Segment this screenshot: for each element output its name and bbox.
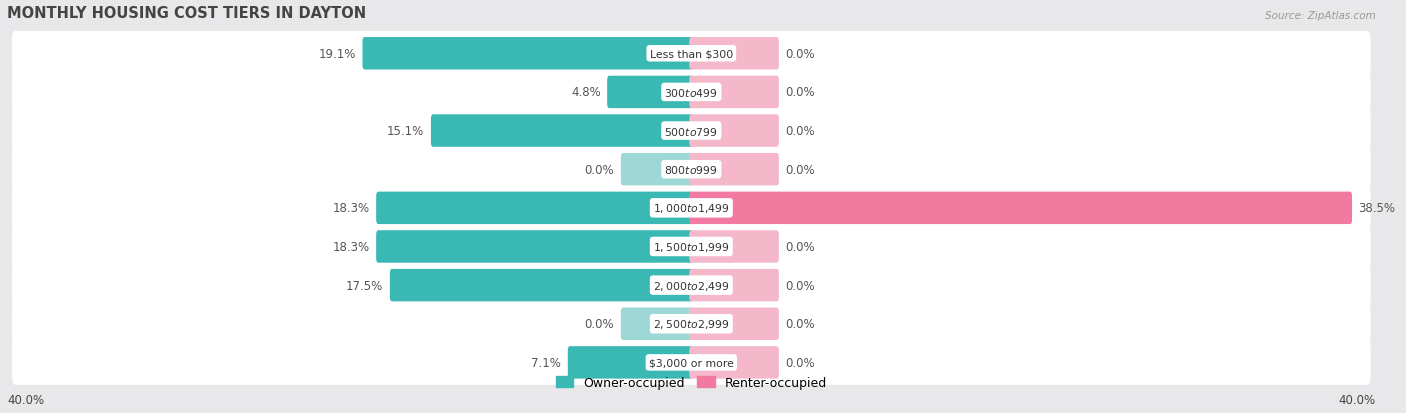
Text: 40.0%: 40.0% [1339, 393, 1375, 406]
Text: $1,000 to $1,499: $1,000 to $1,499 [652, 202, 730, 215]
FancyBboxPatch shape [13, 109, 1371, 154]
Text: 40.0%: 40.0% [7, 393, 44, 406]
FancyBboxPatch shape [689, 115, 779, 147]
FancyBboxPatch shape [689, 308, 779, 340]
Text: MONTHLY HOUSING COST TIERS IN DAYTON: MONTHLY HOUSING COST TIERS IN DAYTON [7, 7, 366, 21]
Text: 0.0%: 0.0% [585, 163, 614, 176]
FancyBboxPatch shape [689, 154, 779, 186]
Text: 0.0%: 0.0% [786, 86, 815, 99]
FancyBboxPatch shape [13, 263, 1371, 308]
Text: 19.1%: 19.1% [319, 47, 356, 61]
FancyBboxPatch shape [689, 347, 779, 379]
Legend: Owner-occupied, Renter-occupied: Owner-occupied, Renter-occupied [555, 376, 827, 389]
Text: 0.0%: 0.0% [786, 47, 815, 61]
Text: 0.0%: 0.0% [585, 318, 614, 330]
FancyBboxPatch shape [689, 38, 779, 70]
Text: 15.1%: 15.1% [387, 125, 425, 138]
FancyBboxPatch shape [689, 192, 1353, 225]
Text: $500 to $799: $500 to $799 [665, 125, 718, 137]
Text: 18.3%: 18.3% [333, 240, 370, 253]
FancyBboxPatch shape [689, 269, 779, 301]
Text: 0.0%: 0.0% [786, 356, 815, 369]
FancyBboxPatch shape [689, 231, 779, 263]
Text: Source: ZipAtlas.com: Source: ZipAtlas.com [1265, 12, 1375, 21]
FancyBboxPatch shape [389, 269, 693, 301]
FancyBboxPatch shape [568, 347, 693, 379]
Text: $800 to $999: $800 to $999 [665, 164, 718, 176]
FancyBboxPatch shape [621, 154, 693, 186]
Text: 0.0%: 0.0% [786, 318, 815, 330]
FancyBboxPatch shape [13, 147, 1371, 192]
Text: 0.0%: 0.0% [786, 240, 815, 253]
Text: $1,500 to $1,999: $1,500 to $1,999 [652, 240, 730, 253]
FancyBboxPatch shape [689, 76, 779, 109]
FancyBboxPatch shape [13, 340, 1371, 385]
FancyBboxPatch shape [607, 76, 693, 109]
Text: 4.8%: 4.8% [571, 86, 600, 99]
FancyBboxPatch shape [363, 38, 693, 70]
Text: 17.5%: 17.5% [346, 279, 384, 292]
Text: 0.0%: 0.0% [786, 279, 815, 292]
FancyBboxPatch shape [13, 301, 1371, 347]
Text: $300 to $499: $300 to $499 [665, 87, 718, 99]
FancyBboxPatch shape [377, 192, 693, 225]
FancyBboxPatch shape [13, 186, 1371, 231]
Text: Less than $300: Less than $300 [650, 49, 733, 59]
FancyBboxPatch shape [13, 32, 1371, 76]
FancyBboxPatch shape [13, 225, 1371, 269]
Text: 7.1%: 7.1% [531, 356, 561, 369]
Text: $2,000 to $2,499: $2,000 to $2,499 [652, 279, 730, 292]
FancyBboxPatch shape [377, 231, 693, 263]
FancyBboxPatch shape [621, 308, 693, 340]
Text: 38.5%: 38.5% [1358, 202, 1396, 215]
Text: $2,500 to $2,999: $2,500 to $2,999 [652, 318, 730, 330]
Text: $3,000 or more: $3,000 or more [650, 358, 734, 368]
Text: 0.0%: 0.0% [786, 163, 815, 176]
Text: 18.3%: 18.3% [333, 202, 370, 215]
FancyBboxPatch shape [430, 115, 693, 147]
FancyBboxPatch shape [13, 70, 1371, 115]
Text: 0.0%: 0.0% [786, 125, 815, 138]
